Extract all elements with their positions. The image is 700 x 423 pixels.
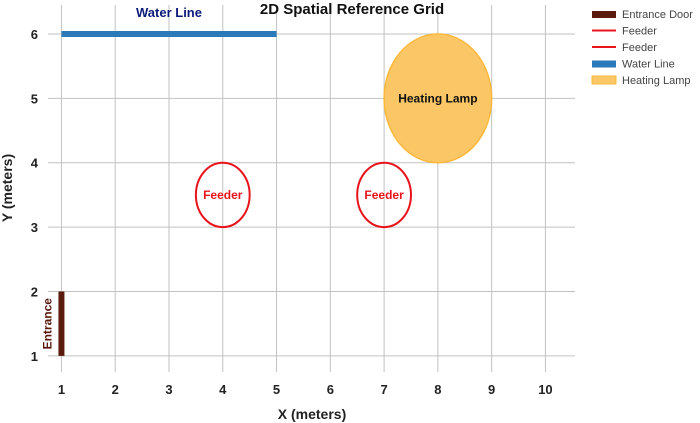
- y-tick-label: 1: [31, 349, 38, 364]
- y-axis-title: Y (meters): [0, 154, 15, 222]
- shape-labels: Entrance Feeder Feeder Water Line Heating La…: [40, 5, 477, 349]
- y-tick-label: 6: [31, 27, 38, 42]
- legend-label: Entrance Door: [622, 9, 693, 21]
- x-tick-label: 9: [488, 382, 495, 397]
- x-tick-label: 6: [327, 382, 334, 397]
- x-axis-title: X (meters): [278, 406, 346, 422]
- y-tick-label: 3: [31, 220, 38, 235]
- feeder-label: Feeder: [203, 188, 243, 202]
- feeder-mark: [194, 161, 251, 229]
- x-tick-label: 7: [380, 382, 387, 397]
- y-tick-label: 5: [31, 91, 38, 106]
- water-line-label: Water Line: [136, 5, 202, 20]
- grid: [48, 5, 575, 372]
- chart-title: 2D Spatial Reference Grid: [260, 1, 444, 18]
- x-tick-label: 2: [112, 382, 119, 397]
- y-tick-label: 2: [31, 285, 38, 300]
- x-tick-label: 5: [273, 382, 280, 397]
- legend-label: Water Line: [622, 59, 675, 71]
- x-tick-label: 1: [58, 382, 65, 397]
- x-tick-label: 10: [538, 382, 552, 397]
- x-tick-label: 3: [165, 382, 172, 397]
- legend-label: Feeder: [622, 42, 657, 54]
- feeder-mark: [356, 161, 412, 229]
- legend-swatch: [591, 75, 617, 85]
- legend-label: Heating Lamp: [622, 75, 691, 87]
- tick-labels: 1 2 3 4 5 6 7 8 9 10 1 2 3 4 5 6: [31, 27, 553, 397]
- x-tick-label: 4: [219, 382, 227, 397]
- legend: Entrance Door Feeder Feeder Water Line Heati…: [591, 9, 693, 87]
- plot-shapes: [58, 30, 493, 356]
- heating-lamp-mark: [383, 33, 493, 164]
- y-tick-label: 4: [31, 156, 39, 171]
- x-tick-label: 8: [434, 382, 441, 397]
- legend-swatch: [592, 11, 616, 18]
- legend-label: Feeder: [622, 26, 657, 38]
- entrance-door-label: Entrance: [40, 298, 54, 350]
- legend-swatch: [592, 60, 616, 68]
- heating-lamp-label: Heating Lamp: [398, 91, 477, 105]
- feeder-label: Feeder: [364, 188, 404, 202]
